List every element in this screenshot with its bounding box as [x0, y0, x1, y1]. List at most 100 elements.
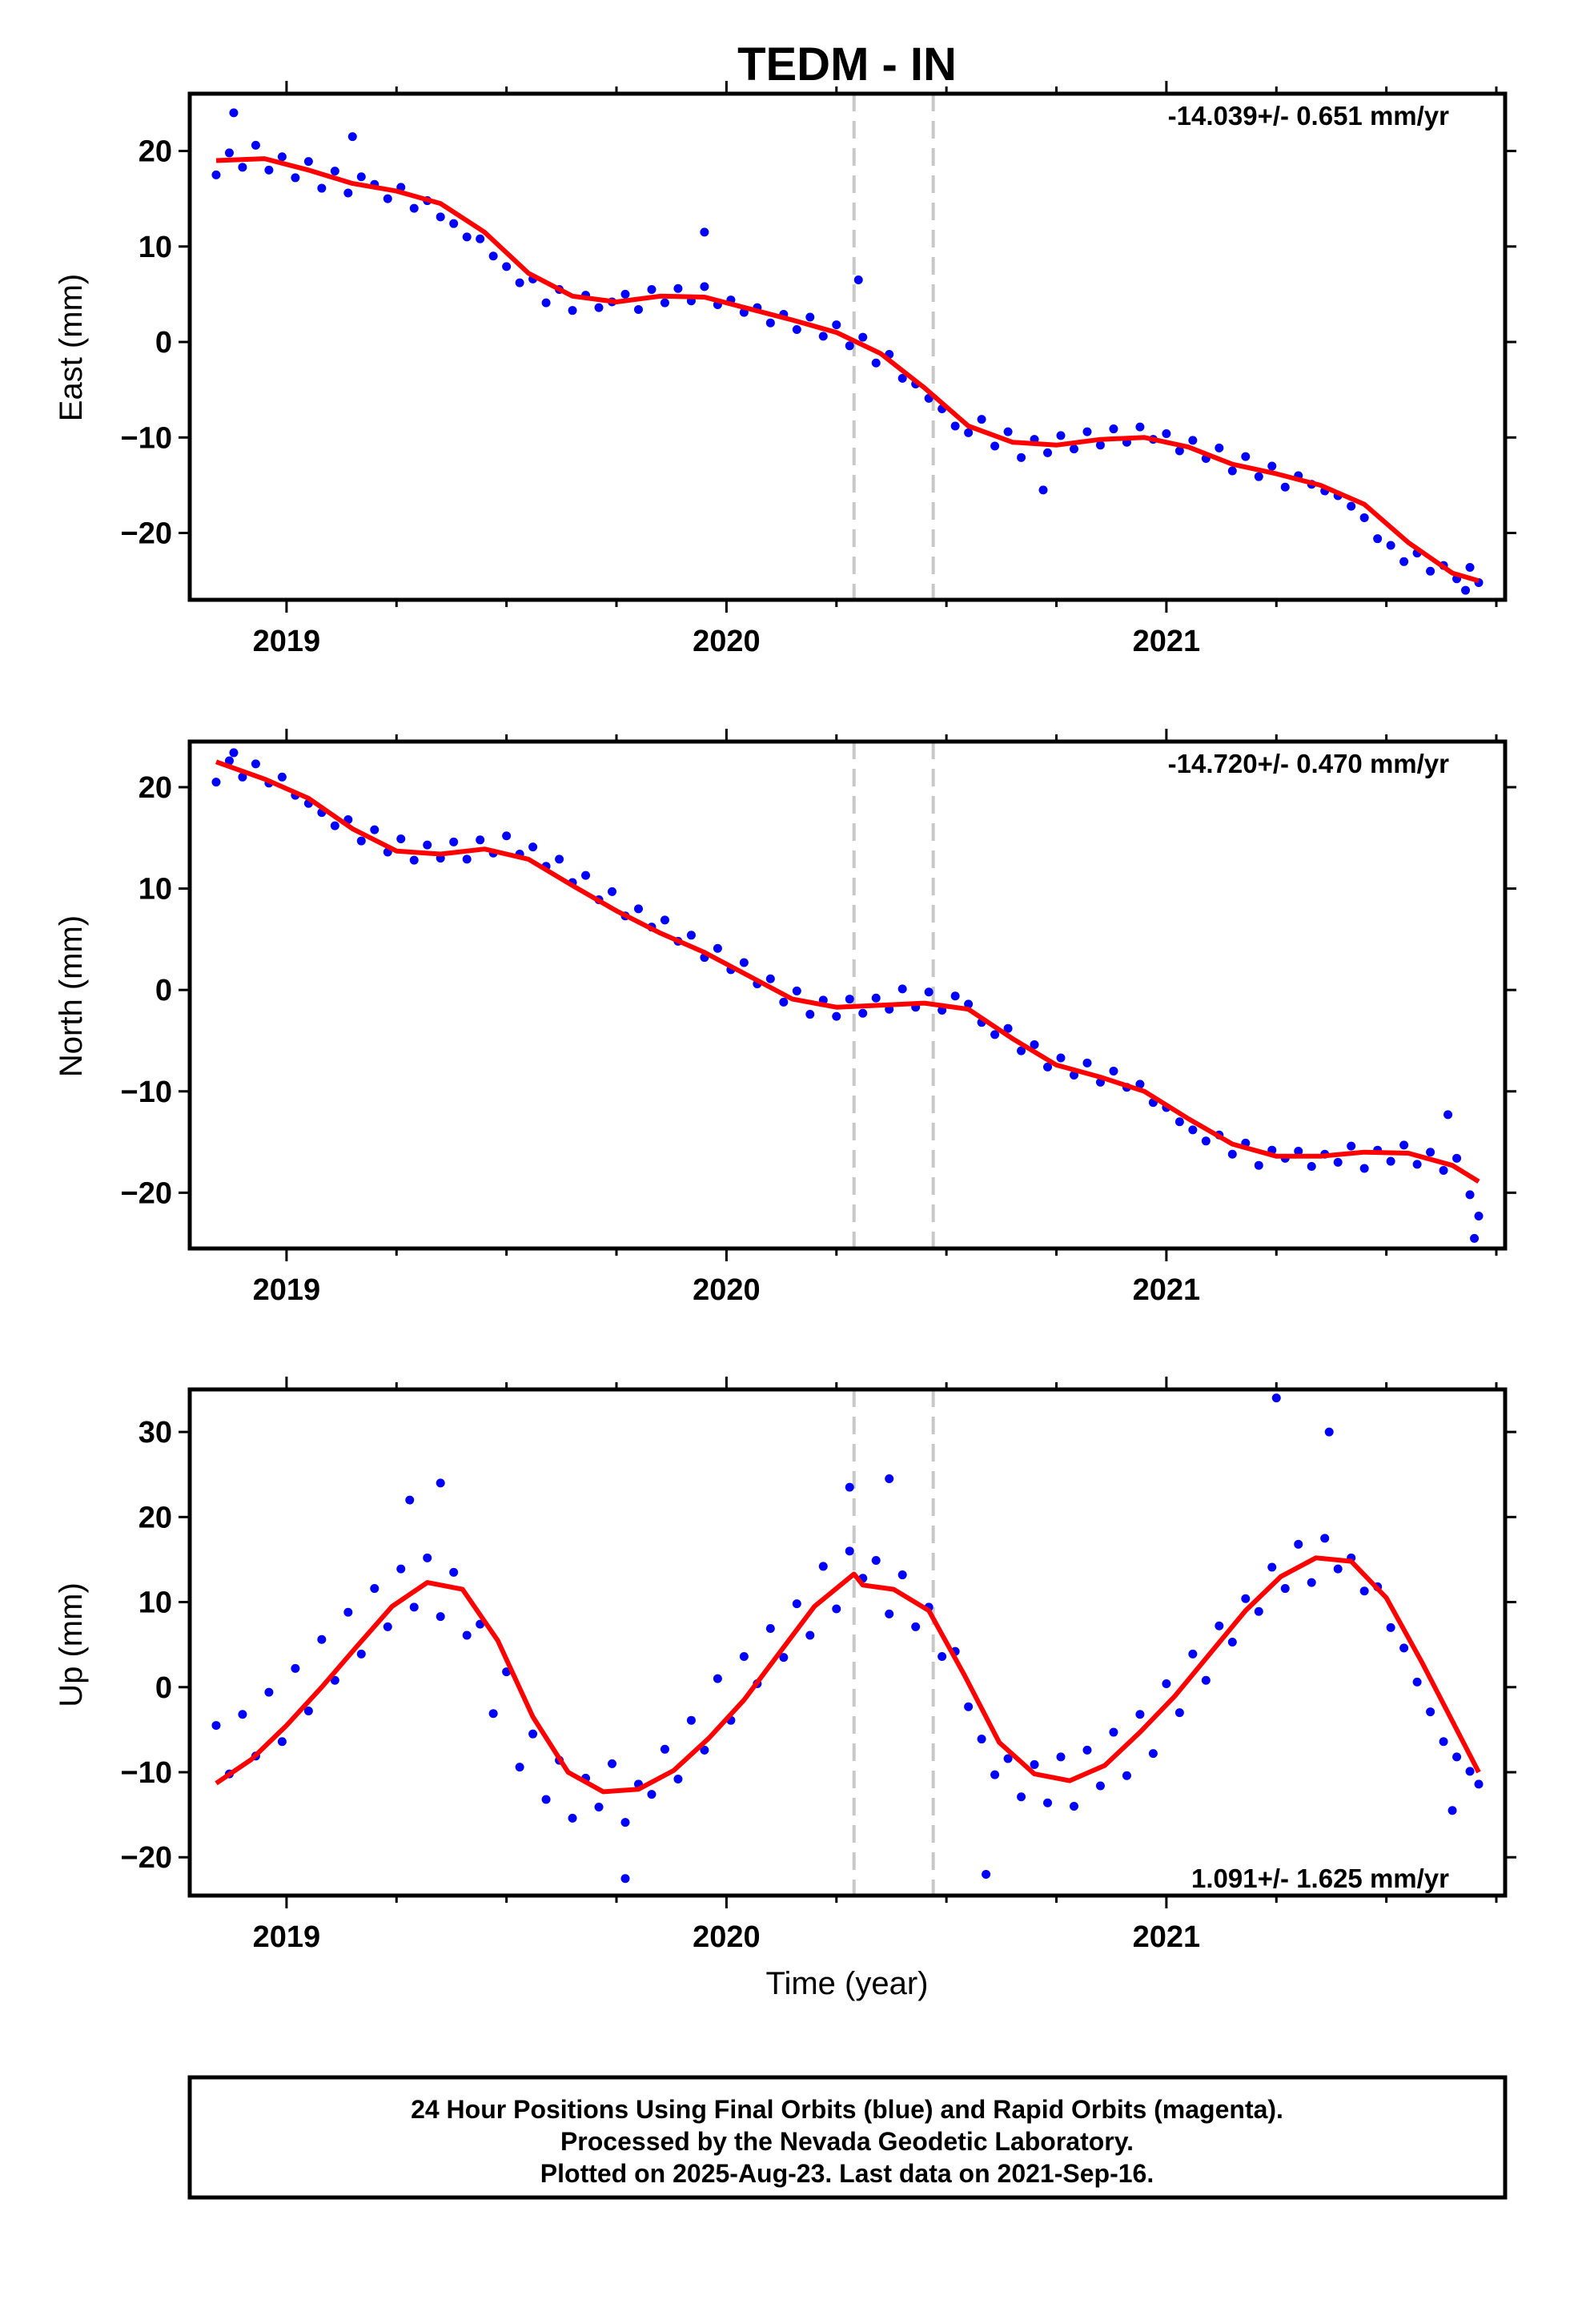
east-data-point: [660, 298, 669, 308]
east-data-point: [277, 152, 287, 162]
up-data-point: [303, 1707, 313, 1716]
east-data-point: [1227, 466, 1237, 476]
east-fit-curve: [215, 156, 1480, 584]
up-data-point: [1069, 1801, 1078, 1811]
east-data-point: [805, 312, 815, 322]
north-data-point: [950, 991, 960, 1001]
up-data-point: [291, 1663, 300, 1673]
up-data-point: [277, 1737, 287, 1747]
east-data-point: [462, 232, 472, 242]
north-panel: North (mm) -14.720+/- 0.470 mm/yr −20 −10…: [54, 729, 1516, 1307]
east-data-point: [818, 332, 828, 341]
north-data-point: [990, 1030, 1000, 1039]
north-data-point: [1188, 1125, 1198, 1135]
up-data-point: [1003, 1754, 1013, 1763]
north-xtick-label: 2019: [253, 1273, 321, 1307]
up-data-point: [449, 1567, 459, 1577]
north-data-point: [1201, 1136, 1211, 1146]
east-data-point: [633, 304, 643, 314]
x-axis-title: Time (year): [766, 1966, 929, 2001]
up-data-point: [620, 1818, 630, 1827]
east-data-point: [330, 167, 339, 176]
chart-title: TEDM - IN: [737, 38, 957, 90]
north-data-point: [1109, 1066, 1118, 1076]
north-data-point: [1452, 1153, 1462, 1163]
east-data-point: [1280, 482, 1290, 492]
north-data-point: [713, 943, 722, 953]
up-data-point: [1148, 1749, 1158, 1759]
east-data-point: [1095, 440, 1105, 450]
up-ytick-label: 30: [139, 1416, 172, 1449]
north-data-point: [633, 904, 643, 914]
up-data-point: [436, 1478, 445, 1488]
east-data-point: [1465, 562, 1475, 572]
up-data-point: [1280, 1584, 1290, 1594]
north-data-point: [1412, 1160, 1422, 1169]
east-data-point: [1017, 452, 1026, 462]
up-data-point: [423, 1553, 432, 1562]
east-data-point: [224, 148, 234, 158]
up-data-point: [317, 1634, 327, 1644]
up-data-point: [1082, 1745, 1092, 1755]
east-data-point: [1043, 448, 1053, 457]
up-data-point: [608, 1759, 617, 1768]
up-data-point: [700, 1745, 709, 1755]
east-ytick-label: 20: [139, 135, 172, 169]
east-data-point: [1069, 444, 1078, 454]
up-data-point: [1174, 1708, 1184, 1718]
east-data-point: [1188, 436, 1198, 445]
up-data-point: [1227, 1637, 1237, 1647]
up-data-point: [647, 1790, 656, 1799]
east-data-point: [343, 188, 353, 198]
up-data-point: [541, 1795, 551, 1804]
up-data-point: [396, 1564, 406, 1574]
up-data-point: [1465, 1767, 1475, 1776]
north-ytick-label: 10: [139, 873, 172, 907]
north-data-point: [1386, 1156, 1395, 1166]
east-data-point: [303, 157, 313, 167]
up-data-point: [660, 1744, 669, 1754]
east-data-point: [1426, 566, 1435, 576]
north-data-point: [502, 831, 512, 841]
up-ytick-label: 0: [155, 1671, 172, 1705]
up-data-point: [1474, 1779, 1484, 1789]
north-data-point: [1465, 1190, 1475, 1200]
footer-line-3: Plotted on 2025-Aug-23. Last data on 202…: [540, 2159, 1154, 2188]
up-data-point: [1162, 1679, 1171, 1689]
north-data-point: [1294, 1146, 1303, 1156]
east-data-point: [1267, 461, 1277, 471]
north-ytick-label: 0: [155, 974, 172, 1007]
up-data-point: [1122, 1771, 1131, 1780]
north-plot-frame: [187, 739, 1508, 1251]
east-ytick-label: 10: [139, 231, 172, 264]
east-data-point: [700, 227, 709, 237]
up-data-point: [1333, 1564, 1343, 1574]
north-y-axis-label: North (mm): [54, 915, 89, 1077]
east-data-point: [568, 306, 577, 316]
north-data-point: [581, 870, 591, 880]
north-data-point: [739, 958, 749, 967]
up-data-point: [1307, 1578, 1316, 1587]
east-data-point: [858, 332, 868, 342]
east-y-axis-label: East (mm): [54, 274, 89, 421]
east-data-point: [1109, 424, 1118, 434]
up-data-point: [1056, 1752, 1066, 1762]
up-data-point: [1201, 1675, 1211, 1685]
up-data-point: [1324, 1427, 1334, 1437]
up-data-point: [1254, 1606, 1263, 1616]
up-data-point: [897, 1570, 907, 1580]
up-data-point: [1241, 1594, 1251, 1603]
up-data-point: [528, 1729, 538, 1739]
up-data-point: [488, 1709, 498, 1719]
east-xtick-label: 2020: [693, 625, 761, 658]
up-data-point: [977, 1735, 986, 1744]
east-data-point: [1174, 446, 1184, 456]
north-data-point: [964, 999, 974, 1009]
east-data-point: [832, 320, 841, 330]
north-data-point: [211, 778, 221, 787]
north-data-point: [370, 825, 379, 834]
north-xtick-label: 2021: [1133, 1273, 1201, 1307]
north-data-point: [1307, 1161, 1316, 1171]
east-data-point: [620, 289, 630, 299]
up-data-point: [211, 1721, 221, 1731]
